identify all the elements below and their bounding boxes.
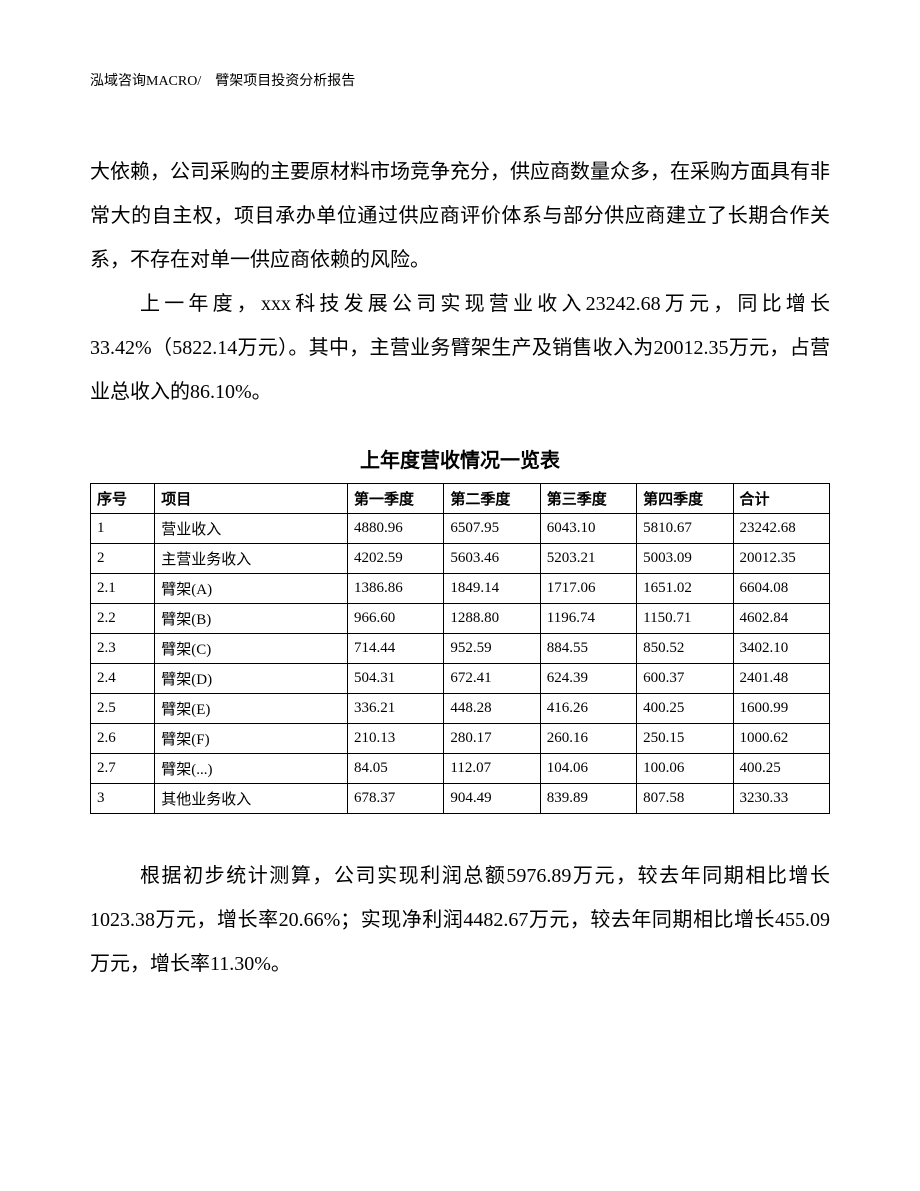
paragraph-2: 上一年度，xxx科技发展公司实现营业收入23242.68万元，同比增长33.42… (90, 282, 830, 414)
table-cell: 3 (91, 784, 155, 814)
table-cell: 448.28 (444, 694, 540, 724)
table-cell: 2.7 (91, 754, 155, 784)
table-cell: 营业收入 (155, 514, 348, 544)
table-row: 1营业收入4880.966507.956043.105810.6723242.6… (91, 514, 830, 544)
table-cell: 臂架(C) (155, 634, 348, 664)
table-cell: 104.06 (540, 754, 636, 784)
table-cell: 952.59 (444, 634, 540, 664)
paragraph-3: 根据初步统计测算，公司实现利润总额5976.89万元，较去年同期相比增长1023… (90, 854, 830, 986)
table-cell: 1150.71 (637, 604, 733, 634)
table-cell: 336.21 (348, 694, 444, 724)
table-cell: 其他业务收入 (155, 784, 348, 814)
table-cell: 966.60 (348, 604, 444, 634)
table-cell: 714.44 (348, 634, 444, 664)
table-row: 2.3臂架(C)714.44952.59884.55850.523402.10 (91, 634, 830, 664)
revenue-table: 序号 项目 第一季度 第二季度 第三季度 第四季度 合计 1营业收入4880.9… (90, 483, 830, 814)
table-cell: 臂架(D) (155, 664, 348, 694)
table-cell: 6507.95 (444, 514, 540, 544)
col-header-q1: 第一季度 (348, 484, 444, 514)
table-cell: 1196.74 (540, 604, 636, 634)
table-cell: 20012.35 (733, 544, 829, 574)
table-row: 3其他业务收入678.37904.49839.89807.583230.33 (91, 784, 830, 814)
table-cell: 4602.84 (733, 604, 829, 634)
table-cell: 416.26 (540, 694, 636, 724)
table-cell: 400.25 (637, 694, 733, 724)
header-left: 泓域咨询MACRO/ (90, 74, 201, 89)
table-row: 2.4臂架(D)504.31672.41624.39600.372401.48 (91, 664, 830, 694)
col-header-name: 项目 (155, 484, 348, 514)
table-cell: 主营业务收入 (155, 544, 348, 574)
table-cell: 672.41 (444, 664, 540, 694)
table-cell: 100.06 (637, 754, 733, 784)
table-cell: 210.13 (348, 724, 444, 754)
header-right: 臂架项目投资分析报告 (215, 74, 355, 89)
table-cell: 850.52 (637, 634, 733, 664)
table-cell: 260.16 (540, 724, 636, 754)
table-cell: 23242.68 (733, 514, 829, 544)
table-cell: 1651.02 (637, 574, 733, 604)
table-row: 2.5臂架(E)336.21448.28416.26400.251600.99 (91, 694, 830, 724)
table-row: 2.1臂架(A)1386.861849.141717.061651.026604… (91, 574, 830, 604)
table-cell: 1 (91, 514, 155, 544)
table-cell: 2.3 (91, 634, 155, 664)
table-cell: 3402.10 (733, 634, 829, 664)
col-header-seq: 序号 (91, 484, 155, 514)
table-cell: 5203.21 (540, 544, 636, 574)
table-cell: 2401.48 (733, 664, 829, 694)
table-cell: 6043.10 (540, 514, 636, 544)
table-cell: 5810.67 (637, 514, 733, 544)
table-cell: 臂架(E) (155, 694, 348, 724)
table-cell: 600.37 (637, 664, 733, 694)
col-header-total: 合计 (733, 484, 829, 514)
page-header: 泓域咨询MACRO/ 臂架项目投资分析报告 (90, 70, 830, 90)
table-cell: 3230.33 (733, 784, 829, 814)
table-cell: 5003.09 (637, 544, 733, 574)
table-cell: 400.25 (733, 754, 829, 784)
table-title: 上年度营收情况一览表 (90, 444, 830, 473)
table-cell: 84.05 (348, 754, 444, 784)
table-cell: 2 (91, 544, 155, 574)
col-header-q2: 第二季度 (444, 484, 540, 514)
table-cell: 280.17 (444, 724, 540, 754)
table-cell: 2.2 (91, 604, 155, 634)
table-row: 2.2臂架(B)966.601288.801196.741150.714602.… (91, 604, 830, 634)
table-cell: 884.55 (540, 634, 636, 664)
paragraph-1: 大依赖，公司采购的主要原材料市场竞争充分，供应商数量众多，在采购方面具有非常大的… (90, 150, 830, 282)
col-header-q3: 第三季度 (540, 484, 636, 514)
table-cell: 5603.46 (444, 544, 540, 574)
table-cell: 臂架(...) (155, 754, 348, 784)
table-cell: 1288.80 (444, 604, 540, 634)
table-cell: 678.37 (348, 784, 444, 814)
table-row: 2.6臂架(F)210.13280.17260.16250.151000.62 (91, 724, 830, 754)
table-cell: 2.1 (91, 574, 155, 604)
table-cell: 1717.06 (540, 574, 636, 604)
table-cell: 臂架(F) (155, 724, 348, 754)
table-cell: 4880.96 (348, 514, 444, 544)
table-cell: 1386.86 (348, 574, 444, 604)
table-cell: 904.49 (444, 784, 540, 814)
table-cell: 1000.62 (733, 724, 829, 754)
table-cell: 4202.59 (348, 544, 444, 574)
table-cell: 6604.08 (733, 574, 829, 604)
table-cell: 624.39 (540, 664, 636, 694)
table-row: 2主营业务收入4202.595603.465203.215003.0920012… (91, 544, 830, 574)
table-cell: 504.31 (348, 664, 444, 694)
table-cell: 2.4 (91, 664, 155, 694)
table-cell: 807.58 (637, 784, 733, 814)
table-body: 1营业收入4880.966507.956043.105810.6723242.6… (91, 514, 830, 814)
table-cell: 臂架(B) (155, 604, 348, 634)
table-cell: 臂架(A) (155, 574, 348, 604)
table-cell: 2.5 (91, 694, 155, 724)
table-cell: 1849.14 (444, 574, 540, 604)
table-header-row: 序号 项目 第一季度 第二季度 第三季度 第四季度 合计 (91, 484, 830, 514)
table-cell: 1600.99 (733, 694, 829, 724)
table-row: 2.7臂架(...)84.05112.07104.06100.06400.25 (91, 754, 830, 784)
col-header-q4: 第四季度 (637, 484, 733, 514)
table-cell: 839.89 (540, 784, 636, 814)
table-cell: 2.6 (91, 724, 155, 754)
table-cell: 112.07 (444, 754, 540, 784)
table-cell: 250.15 (637, 724, 733, 754)
document-page: 泓域咨询MACRO/ 臂架项目投资分析报告 大依赖，公司采购的主要原材料市场竞争… (0, 0, 920, 1191)
